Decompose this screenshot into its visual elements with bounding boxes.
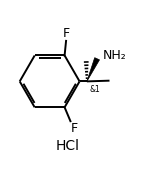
- Text: F: F: [62, 27, 70, 40]
- Polygon shape: [87, 58, 99, 81]
- Text: NH₂: NH₂: [103, 49, 127, 62]
- Text: HCl: HCl: [55, 139, 79, 153]
- Text: &1: &1: [89, 85, 100, 94]
- Text: F: F: [71, 122, 78, 135]
